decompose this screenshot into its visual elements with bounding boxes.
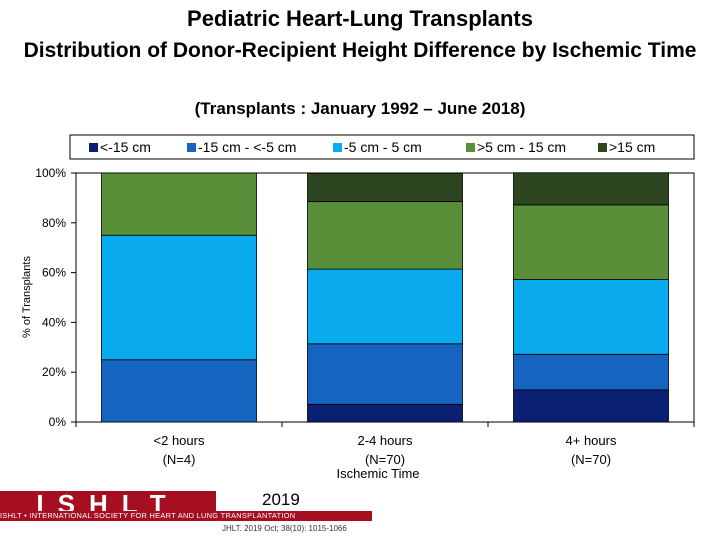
bar-segment (513, 389, 669, 423)
x-category-label: 4+ hours (566, 433, 617, 448)
bar-segment (101, 359, 257, 423)
legend-swatch (466, 143, 475, 152)
bar-segment (307, 403, 463, 423)
legend-swatch (333, 143, 342, 152)
bar-segment (513, 353, 669, 391)
legend-swatch (89, 143, 98, 152)
y-tick-label: 0% (49, 415, 67, 429)
legend-box (69, 134, 695, 160)
x-category-label: 2-4 hours (358, 433, 413, 448)
x-category-n: (N=70) (571, 452, 611, 467)
x-axis-label: Ischemic Time (336, 466, 419, 481)
citation: JHLT. 2019 Oct; 38(10): 1015-1066 (222, 524, 347, 533)
y-tick-label: 40% (42, 315, 66, 329)
report-year: 2019 (262, 490, 300, 509)
chart-subtitle: Distribution of Donor-Recipient Height D… (23, 39, 697, 62)
y-tick-label: 60% (42, 266, 66, 280)
y-axis: 0% 20% 40% 60% 80% 100% (35, 166, 76, 429)
ishlt-footer: ISHLT ISHLT • INTERNATIONAL SOCIETY FOR … (0, 489, 372, 540)
bar-segment (513, 279, 669, 355)
y-axis-label: % of Transplants (21, 256, 33, 338)
x-axis: <2 hours (N=4) 2-4 hours (N=70) 4+ hours (N=7… (75, 422, 695, 467)
y-tick-label: 20% (42, 365, 66, 379)
y-tick-label: 80% (42, 216, 66, 230)
bar-segment (307, 201, 463, 270)
x-category-n: (N=70) (365, 452, 405, 467)
chart-period: (Transplants : January 1992 – June 2018) (194, 99, 526, 118)
bar-segment (101, 172, 257, 236)
legend-entry: >15 cm (609, 139, 655, 155)
legend-entry: -5 cm - 5 cm (344, 139, 422, 155)
stacked-bar-chart: <-15 cm -15 cm - <-5 cm -5 cm - 5 cm >5 cm … (21, 134, 695, 481)
bar-segment (307, 172, 463, 203)
bar-segment (513, 204, 669, 280)
ishlt-logo: ISHLT (0, 489, 216, 519)
legend: <-15 cm -15 cm - <-5 cm -5 cm - 5 cm >5 cm … (89, 139, 655, 155)
x-category-label: <2 hours (154, 433, 205, 448)
ishlt-org-strip: ISHLT • INTERNATIONAL SOCIETY FOR HEART … (0, 511, 372, 521)
x-category-n: (N=4) (163, 452, 196, 467)
legend-entry: -15 cm - <-5 cm (198, 139, 296, 155)
legend-entry: <-15 cm (100, 139, 151, 155)
y-tick-label: 100% (35, 166, 66, 180)
bar-segment (513, 172, 669, 206)
legend-swatch (187, 143, 196, 152)
chart-title: Pediatric Heart-Lung Transplants (187, 6, 533, 31)
bars (101, 172, 669, 423)
bar-segment (307, 268, 463, 345)
legend-entry: >5 cm - 15 cm (477, 139, 566, 155)
legend-swatch (598, 143, 607, 152)
bar-segment (307, 343, 463, 405)
bar-segment (101, 234, 257, 361)
